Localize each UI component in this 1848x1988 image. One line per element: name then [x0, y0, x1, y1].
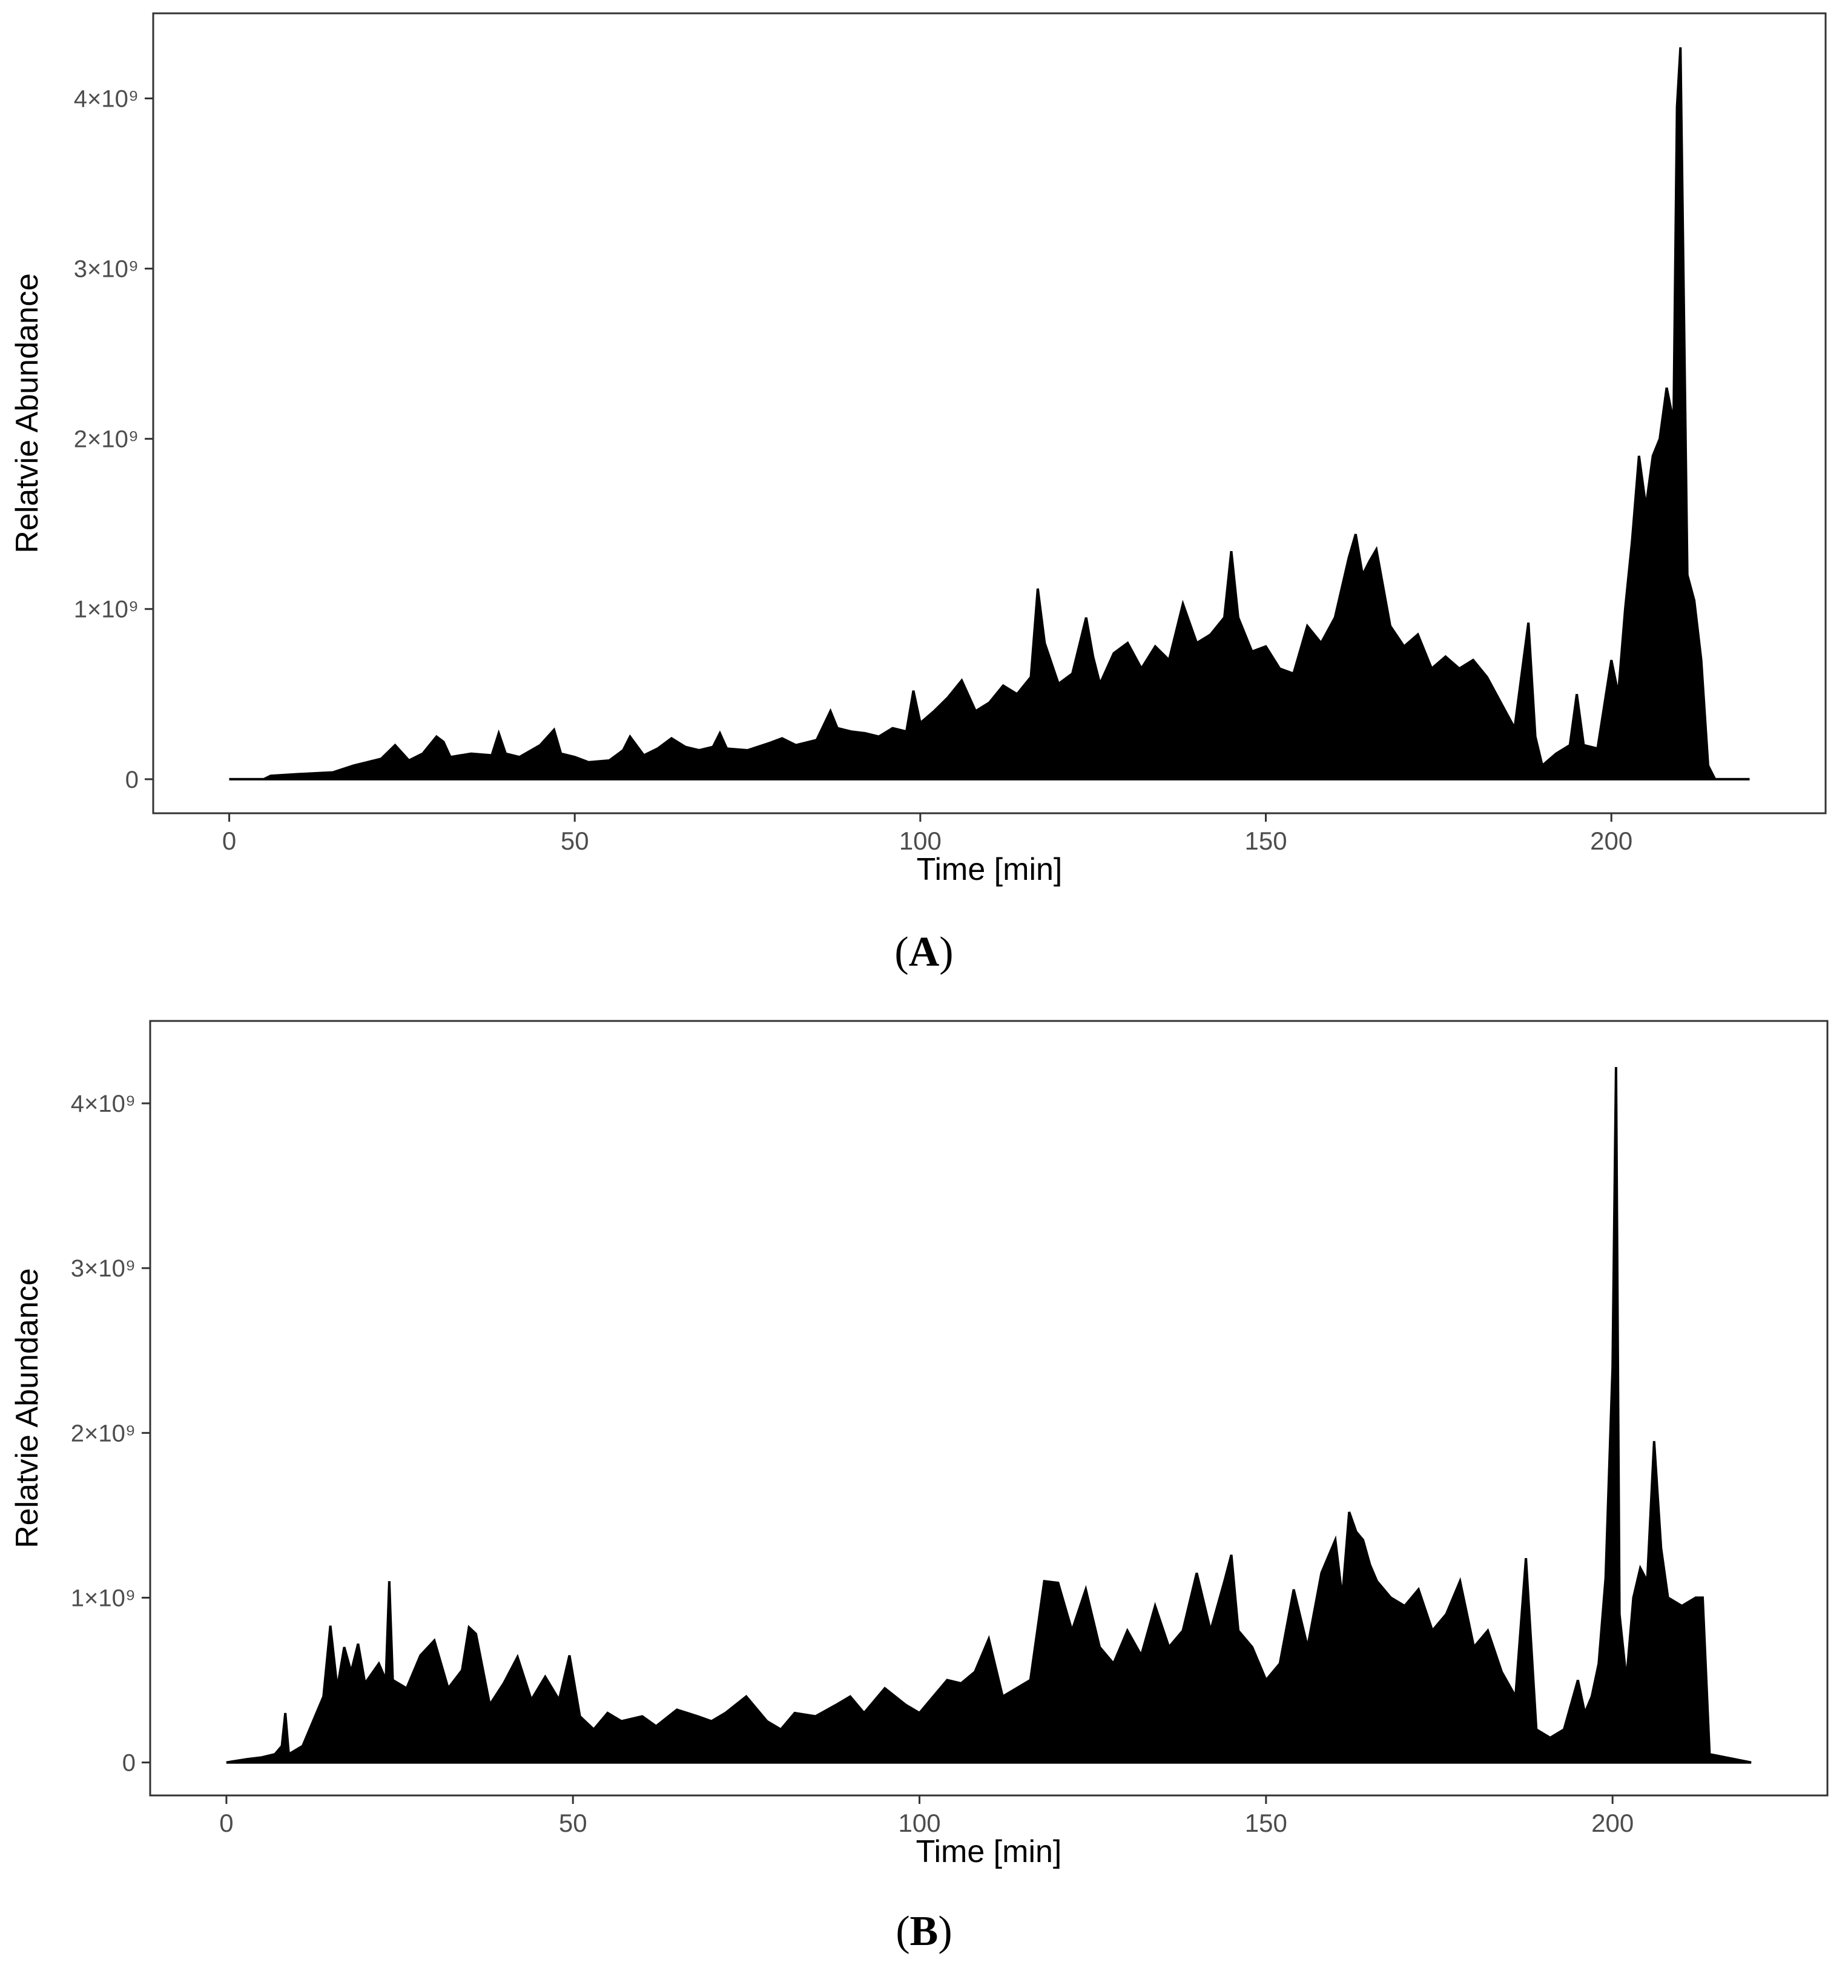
- panel-label: (A): [894, 929, 953, 976]
- panel-label-letter: B: [910, 1908, 939, 1955]
- y-axis-label: Relatvie Abundance: [10, 1268, 45, 1548]
- x-tick-label: 150: [1244, 827, 1287, 855]
- x-tick-label: 50: [561, 827, 589, 855]
- series-area: [229, 47, 1750, 781]
- panel-a: 0 50 100 150 200 0 1×10⁹ 2×10⁹ 3×10⁹ 4×10⁹ Time [m…: [10, 12, 1827, 976]
- y-tick-label: 2×10⁹: [74, 426, 139, 453]
- x-tick-label: 100: [899, 827, 942, 855]
- y-tick-label: 3×10⁹: [74, 256, 139, 283]
- y-tick-label: 1×10⁹: [71, 1585, 136, 1611]
- plot-frame: [152, 12, 1827, 814]
- y-tick-label: 4×10⁹: [74, 86, 139, 113]
- y-tick-label: 2×10⁹: [71, 1420, 136, 1447]
- y-tick-label: 1×10⁹: [74, 596, 139, 623]
- x-tick-label: 100: [898, 1809, 940, 1837]
- x-tick-label: 0: [219, 1809, 233, 1837]
- y-tick-label: 3×10⁹: [71, 1255, 136, 1282]
- x-tick-label: 200: [1591, 1809, 1634, 1837]
- x-tick-label: 150: [1245, 1809, 1287, 1837]
- x-axis-label: Time [min]: [916, 1834, 1062, 1869]
- y-tick-label: 4×10⁹: [71, 1091, 136, 1117]
- panel-label-letter: A: [909, 929, 940, 976]
- x-tick-label: 0: [222, 827, 236, 855]
- y-tick-label: 0: [122, 1750, 136, 1777]
- panel-label: (B): [896, 1908, 952, 1955]
- x-axis-label: Time [min]: [917, 852, 1063, 887]
- x-tick-label: 200: [1590, 827, 1632, 855]
- series-area: [226, 1067, 1752, 1764]
- panel-b: 0 50 100 150 200 0 1×10⁹ 2×10⁹ 3×10⁹ 4×10⁹ Time [m…: [10, 1020, 1829, 1955]
- plot-frame: [149, 1020, 1829, 1797]
- y-axis-label: Relatvie Abundance: [10, 273, 45, 553]
- x-tick-label: 50: [559, 1809, 587, 1837]
- y-tick-label: 0: [125, 767, 139, 793]
